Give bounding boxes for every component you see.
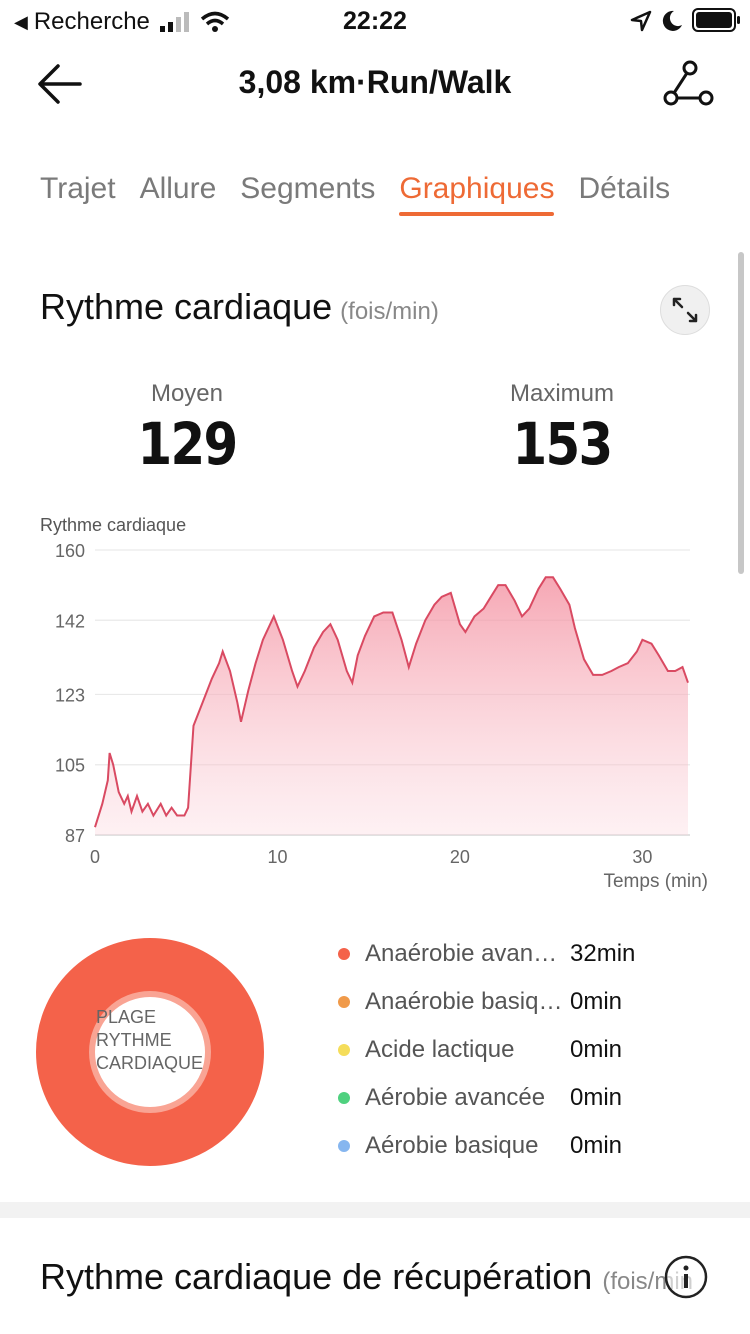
back-triangle-icon: ◀ (14, 11, 28, 32)
zone-duration: 0min (570, 1036, 623, 1063)
x-tick-label: 10 (267, 847, 287, 867)
chart-y-axis-label: Rythme cardiaque (40, 515, 186, 535)
page-title: 3,08 km·Run/Walk (238, 64, 512, 100)
zone-legend-row: Acide lactique 0min (338, 1036, 622, 1064)
zone-legend-row: Aérobie avancée 0min (338, 1084, 622, 1112)
maximum-label: Maximum (509, 380, 614, 407)
recovery-title: Rythme cardiaque de récupération (fois/mi… (40, 1256, 693, 1298)
back-app-label: Recherche (33, 8, 150, 35)
zone-name: Acide lactique (365, 1036, 515, 1063)
info-icon[interactable] (663, 1254, 709, 1300)
y-tick-label: 123 (55, 685, 85, 705)
zone-color-dot (338, 996, 350, 1008)
status-time: 22:22 (343, 7, 407, 35)
chart-x-axis-label: Temps (min) (603, 871, 708, 892)
zone-color-dot (338, 1092, 350, 1104)
average-value: 129 (137, 410, 239, 478)
expand-chart-button[interactable] (660, 285, 710, 335)
moon-icon (662, 10, 682, 31)
heart-rate-chart: Rythme cardiaque 160 142 123 105 870 10 20 30 T… (40, 515, 708, 892)
tab-graphiques[interactable]: Graphiques (399, 172, 555, 216)
x-tick-label: 0 (90, 847, 100, 867)
heart-rate-area (95, 577, 688, 835)
zone-duration: 0min (570, 1084, 623, 1111)
status-bar: ◀ Recherche 22:22 (0, 0, 750, 42)
average-label: Moyen (150, 380, 224, 407)
zone-legend-row: Aérobie basique 0min (338, 1132, 622, 1160)
zone-color-dot (338, 1140, 350, 1152)
donut-center-text: PLAGE RYTHME CARDIAQUE (96, 1007, 204, 1073)
tab-segments[interactable]: Segments (240, 172, 376, 205)
y-tick-label: 142 (55, 611, 85, 631)
heart-rate-title: Rythme cardiaque (fois/min) (40, 286, 439, 328)
zone-color-dot (338, 948, 350, 960)
battery-icon (692, 8, 740, 32)
zone-name: Aérobie avancée (365, 1084, 546, 1111)
x-tick-label: 30 (632, 847, 652, 867)
location-arrow-icon (630, 10, 652, 32)
back-arrow-icon[interactable] (36, 60, 84, 108)
heart-rate-line (94, 576, 689, 828)
x-tick-label: 20 (450, 847, 470, 867)
zone-duration: 0min (570, 988, 623, 1015)
zone-color-dot (338, 1044, 350, 1056)
tab-bar: Trajet Allure Segments Graphiques Détail… (40, 172, 694, 216)
donut-ring (36, 938, 264, 1166)
zone-legend-row: Anaérobie basiq… 0min (338, 988, 622, 1016)
scrollbar[interactable] (738, 252, 744, 574)
back-to-app[interactable]: ◀ Recherche (14, 8, 230, 36)
wifi-icon (200, 11, 230, 32)
zone-name: Anaérobie avan… (365, 940, 558, 967)
recovery-title-text: Rythme cardiaque de récupération (40, 1256, 593, 1297)
heart-rate-unit: (fois/min) (340, 298, 439, 325)
y-tick-label: 160 (55, 541, 85, 561)
tab-allure[interactable]: Allure (139, 172, 217, 205)
zone-name: Anaérobie basiq… (365, 988, 563, 1015)
zone-donut-chart (36, 938, 264, 1166)
zone-legend-row: Anaérobie avan… 32min (338, 940, 635, 968)
expand-icon (672, 297, 698, 323)
signal-icon (159, 12, 189, 32)
route-icon[interactable] (662, 60, 714, 108)
y-tick-label: 105 (55, 756, 85, 776)
donut-center-label: PLAGE RYTHME CARDIAQUE (96, 1006, 208, 1096)
zone-name: Aérobie basique (365, 1132, 539, 1159)
section-divider (0, 1202, 750, 1218)
tab-trajet[interactable]: Trajet (40, 172, 116, 205)
donut-inner-border (89, 991, 211, 1113)
tab-details[interactable]: Détails (578, 172, 671, 205)
y-tick-label: 87 (65, 826, 85, 846)
heart-rate-title-text: Rythme cardiaque (40, 286, 333, 327)
maximum-value: 153 (512, 410, 614, 478)
zone-duration: 0min (570, 1132, 623, 1159)
zone-duration: 32min (570, 940, 636, 967)
